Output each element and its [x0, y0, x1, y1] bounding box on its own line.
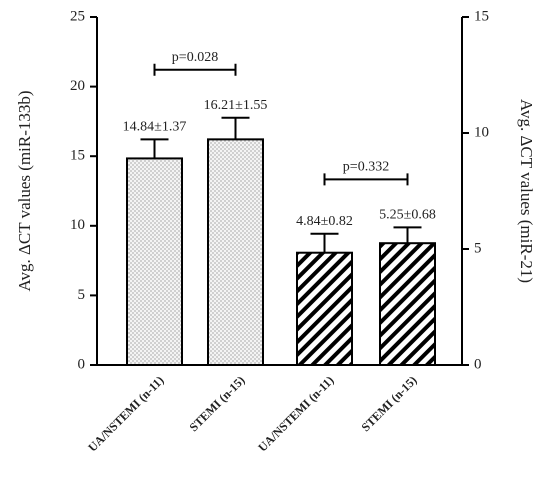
x-tick-label: STEMI (n-15) — [187, 373, 248, 434]
y-axis-title: Avg. ΔCT values (miR-133b) — [15, 90, 34, 291]
bar — [126, 157, 183, 366]
y-tick-label: 15 — [70, 148, 85, 164]
annotation: p=0.028 — [172, 50, 218, 65]
significance-bracket — [153, 63, 237, 76]
annotation: p=0.332 — [343, 160, 389, 175]
x-tick-label: UA/NSTEMI (n-11) — [255, 373, 336, 454]
y-tick-label: 10 — [70, 217, 85, 233]
y2-tick-label: 10 — [474, 124, 489, 140]
y2-tick-label: 5 — [474, 240, 482, 256]
y2-tick-label: 0 — [474, 356, 482, 372]
y-tick-label: 20 — [70, 78, 85, 94]
y2-tick-label: 15 — [474, 8, 489, 24]
bar — [296, 251, 353, 367]
significance-bracket — [323, 173, 409, 186]
y-tick-label: 25 — [70, 8, 85, 24]
value-label: 14.84±1.37 — [123, 120, 187, 135]
bar — [379, 242, 436, 366]
x-tick-label: STEMI (n-15) — [359, 373, 420, 434]
y-tick-label: 5 — [78, 287, 86, 303]
value-label: 4.84±0.82 — [296, 214, 353, 229]
bar — [207, 138, 264, 366]
y-tick-label: 0 — [78, 356, 86, 372]
value-label: 16.21±1.55 — [204, 98, 268, 113]
value-label: 5.25±0.68 — [379, 208, 436, 223]
y2-axis-title: Avg. ΔCT values (miR-21) — [517, 99, 536, 283]
x-tick-label: UA/NSTEMI (n-11) — [85, 373, 166, 454]
